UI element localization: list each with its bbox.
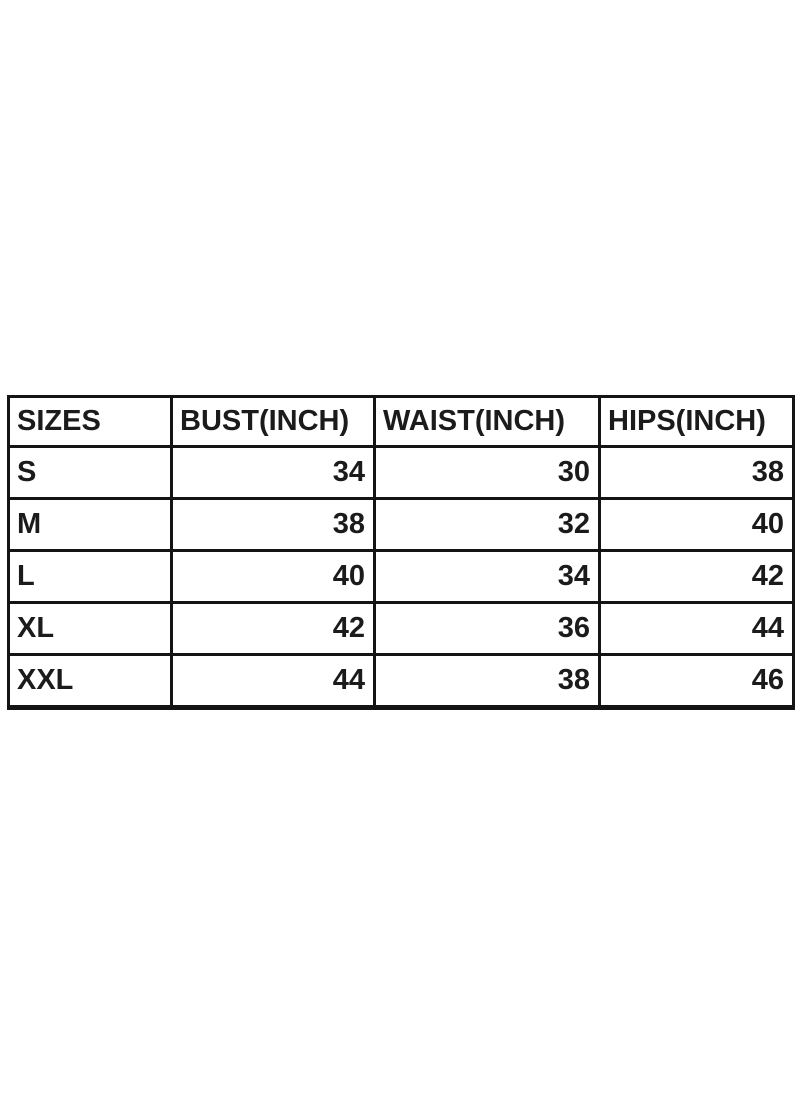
waist-cell: 38 [373,653,601,709]
bust-cell: 42 [170,601,376,656]
table-row-xl: XL 42 36 44 [7,601,795,656]
bust-cell: 44 [170,653,376,709]
column-header-hips: HIPS(INCH) [598,395,795,448]
waist-cell: 30 [373,445,601,500]
size-cell: XXL [7,653,173,709]
size-chart-table: SIZES BUST(INCH) WAIST(INCH) HIPS(INCH) … [7,395,795,710]
bust-cell: 38 [170,497,376,552]
hips-cell: 42 [598,549,795,604]
hips-cell: 40 [598,497,795,552]
bust-cell: 40 [170,549,376,604]
size-cell: L [7,549,173,604]
waist-cell: 34 [373,549,601,604]
table-row-xxl: XXL 44 38 46 [7,653,795,709]
hips-cell: 44 [598,601,795,656]
table-row-m: M 38 32 40 [7,497,795,552]
size-cell: M [7,497,173,552]
waist-cell: 36 [373,601,601,656]
hips-cell: 38 [598,445,795,500]
column-header-waist: WAIST(INCH) [373,395,601,448]
table-row-l: L 40 34 42 [7,549,795,604]
column-header-sizes: SIZES [7,395,173,448]
size-cell: XL [7,601,173,656]
hips-cell: 46 [598,653,795,709]
bust-cell: 34 [170,445,376,500]
table-row-s: S 34 30 38 [7,445,795,500]
header-row: SIZES BUST(INCH) WAIST(INCH) HIPS(INCH) [7,395,795,448]
waist-cell: 32 [373,497,601,552]
column-header-bust: BUST(INCH) [170,395,376,448]
size-cell: S [7,445,173,500]
